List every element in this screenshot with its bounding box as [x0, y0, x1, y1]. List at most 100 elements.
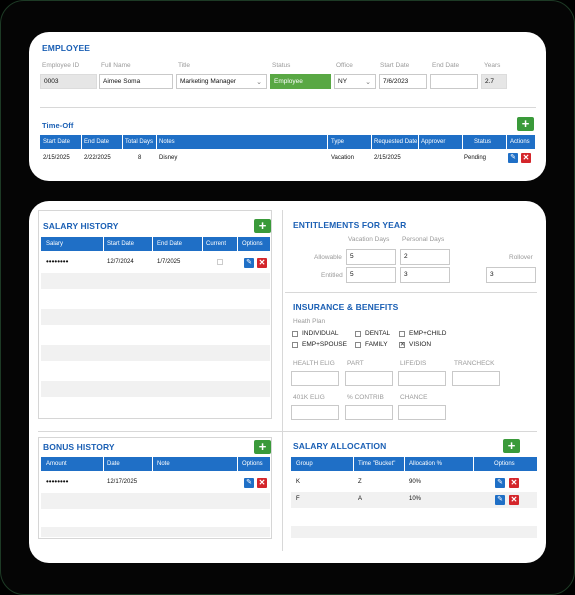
plan-emp-spouse-checkbox[interactable] [292, 342, 298, 348]
compensation-card: SALARY HISTORY + Salary Start Date End D… [29, 201, 546, 563]
trancheck-field[interactable] [452, 371, 500, 386]
edit-icon[interactable]: ✎ [495, 478, 505, 488]
employee-card: EMPLOYEE Employee ID Full Name Title Sta… [29, 32, 546, 181]
plan-emp-child-checkbox[interactable] [399, 331, 405, 337]
employee-section-title: EMPLOYEE [42, 43, 91, 53]
title-select-value: Marketing Manager [180, 78, 236, 85]
office-label: Office [336, 62, 353, 69]
cell-bucket: Z [358, 479, 362, 485]
add-bonus-button[interactable]: + [254, 440, 271, 454]
cell-notes: Disney [159, 155, 178, 161]
col-options: Options [242, 241, 263, 247]
col-start-date: Start Date [107, 241, 135, 247]
vacation-days-label: Vacation Days [348, 236, 390, 243]
table-row[interactable]: 2/15/2025 2/22/2025 8 Disney Vacation 2/… [40, 151, 535, 165]
cell-days: 8 [138, 155, 142, 161]
plan-vision-checkbox[interactable]: ✕ [399, 342, 406, 348]
bonus-history-panel: BONUS HISTORY + Amount Date Note Options… [38, 437, 272, 539]
life-dis-field[interactable] [398, 371, 446, 386]
plan-dental-checkbox[interactable] [355, 331, 361, 337]
current-checkbox[interactable] [217, 259, 223, 265]
entitled-personal-field[interactable]: 3 [400, 267, 450, 283]
col-salary: Salary [46, 241, 64, 247]
status-label: Status [272, 62, 291, 69]
cell-allocation: 90% [409, 479, 422, 485]
add-salary-button[interactable]: + [254, 219, 271, 233]
col-approver: Approver [421, 139, 446, 145]
col-status: Status [474, 139, 492, 145]
chance-field[interactable] [398, 405, 446, 420]
part-field[interactable] [345, 371, 393, 386]
plan-individual-checkbox[interactable] [292, 331, 298, 337]
entitled-label: Entitled [321, 272, 343, 279]
contrib-field[interactable] [345, 405, 393, 420]
table-row[interactable]: •••••••• 12/7/2024 1/7/2025 ✎ ✕ [41, 255, 270, 271]
cell-requested: 2/15/2025 [374, 155, 401, 161]
cell-end: 2/22/2025 [84, 155, 111, 161]
insurance-title: INSURANCE & BENEFITS [293, 302, 399, 312]
table-row[interactable]: F A 10% ✎ ✕ [291, 492, 537, 508]
edit-icon[interactable]: ✎ [244, 258, 254, 268]
status-select[interactable]: Employee [270, 74, 331, 89]
time-off-table-header: Start Date End Date Total Days Notes Typ… [40, 135, 535, 149]
allowable-vacation-field[interactable]: 5 [346, 249, 396, 265]
col-note: Note [157, 461, 170, 467]
personal-days-label: Personal Days [402, 236, 445, 243]
chevron-down-icon: ⌄ [365, 79, 371, 86]
col-current: Current [206, 241, 227, 247]
plan-vision-label: VISION [409, 341, 432, 348]
entitled-vacation-field[interactable]: 5 [346, 267, 396, 283]
life-dis-label: LIFE/DIS [400, 360, 427, 367]
chance-label: CHANCE [400, 394, 428, 401]
cell-date: 12/17/2025 [107, 479, 138, 485]
rollover-label: Rollover [509, 254, 533, 261]
col-actions: Actions [510, 139, 530, 145]
divider [38, 431, 537, 432]
edit-icon[interactable]: ✎ [244, 478, 254, 488]
col-allocation: Allocation % [409, 461, 443, 467]
employee-id-field[interactable]: 0003 [40, 74, 97, 89]
cell-group: F [296, 496, 300, 502]
allowable-label: Allowable [314, 254, 342, 261]
trancheck-label: TRANCHECK [454, 360, 495, 367]
col-options: Options [494, 461, 515, 467]
delete-icon[interactable]: ✕ [509, 478, 519, 488]
office-select[interactable]: NY ⌄ [334, 74, 376, 89]
401k-elig-label: 401K ELIG [293, 394, 325, 401]
edit-icon[interactable]: ✎ [508, 153, 518, 163]
health-elig-field[interactable] [291, 371, 339, 386]
salary-allocation-title: SALARY ALLOCATION [293, 441, 387, 451]
end-date-field[interactable] [430, 74, 478, 89]
cell-status: Pending [464, 155, 487, 161]
plan-emp-child-label: EMP+CHILD [409, 330, 447, 337]
col-notes: Notes [159, 139, 175, 145]
edit-icon[interactable]: ✎ [495, 495, 505, 505]
col-date: Date [107, 461, 120, 467]
col-time-bucket: Time "Bucket" [358, 461, 396, 467]
table-row[interactable]: •••••••• 12/17/2025 ✎ ✕ [41, 475, 270, 491]
401k-elig-field[interactable] [291, 405, 339, 420]
rollover-field[interactable]: 3 [486, 267, 536, 283]
contrib-label: % CONTRIB [347, 394, 384, 401]
health-plan-label: Heath Plan [293, 318, 326, 325]
years-label: Years [484, 62, 501, 69]
salary-table-header: Salary Start Date End Date Current Optio… [41, 237, 270, 251]
employee-id-label: Employee ID [42, 62, 80, 69]
chevron-down-icon: ⌄ [256, 79, 262, 86]
full-name-field[interactable]: Aimee Soma [99, 74, 173, 89]
delete-icon[interactable]: ✕ [257, 478, 267, 488]
table-row[interactable]: K Z 90% ✎ ✕ [291, 475, 537, 491]
plan-emp-spouse-label: EMP+SPOUSE [302, 341, 347, 348]
delete-icon[interactable]: ✕ [509, 495, 519, 505]
delete-icon[interactable]: ✕ [521, 153, 531, 163]
add-time-off-button[interactable]: + [517, 117, 534, 131]
divider [282, 210, 283, 551]
delete-icon[interactable]: ✕ [257, 258, 267, 268]
start-date-field[interactable]: 7/6/2023 [379, 74, 427, 89]
allowable-personal-field[interactable]: 2 [400, 249, 450, 265]
cell-start: 2/15/2025 [43, 155, 70, 161]
add-allocation-button[interactable]: + [503, 439, 520, 453]
title-select[interactable]: Marketing Manager ⌄ [176, 74, 267, 89]
plan-family-checkbox[interactable] [355, 342, 361, 348]
allocation-table-header: Group Time "Bucket" Allocation % Options [291, 457, 537, 471]
